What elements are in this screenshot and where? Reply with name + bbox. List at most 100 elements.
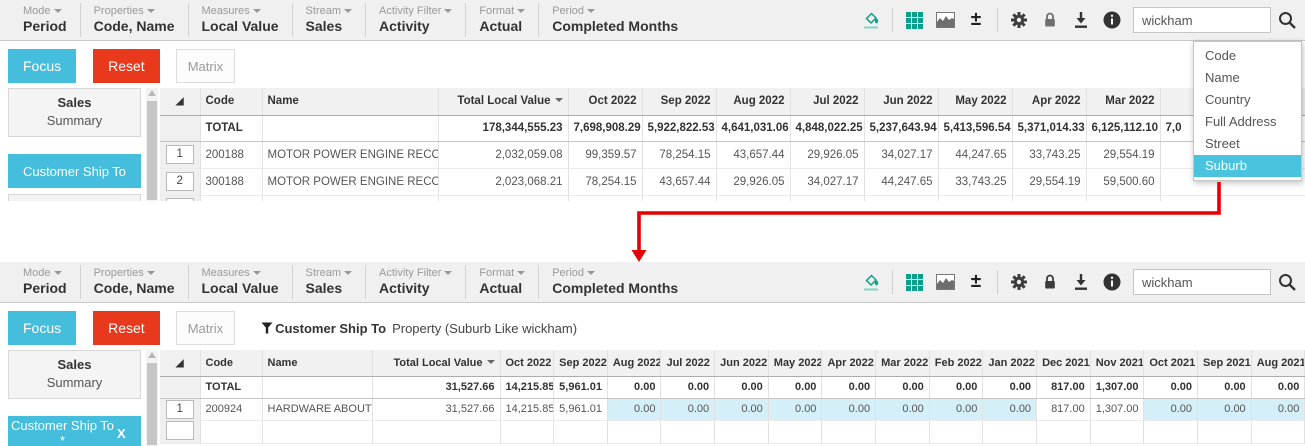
toolbar-menu-measures[interactable]: Measures Local Value (189, 3, 293, 37)
remove-filter-button[interactable]: X (117, 425, 126, 441)
lock-icon[interactable] (1040, 269, 1060, 295)
active-filter-description[interactable]: Customer Ship To Property (Suburb Like w… (261, 321, 577, 336)
column-header-Total Local Value[interactable]: Total Local Value (372, 350, 501, 377)
column-header-Name[interactable]: Name (262, 88, 439, 116)
vertical-scrollbar[interactable] (146, 88, 158, 201)
column-header-Mar 2022[interactable]: Mar 2022 (875, 350, 930, 377)
scroll-up-icon[interactable] (148, 352, 156, 358)
plus-minus-icon[interactable]: ± (970, 9, 982, 30)
dropdown-item-code[interactable]: Code (1205, 48, 1237, 63)
toolbar-menu-period[interactable]: Period Completed Months (539, 265, 691, 299)
row-number-box[interactable]: 2 (165, 172, 194, 191)
gear-icon[interactable] (1009, 7, 1029, 33)
scroll-thumb[interactable] (147, 363, 157, 445)
scroll-thumb[interactable] (147, 101, 157, 200)
sort-all-header[interactable]: ◢ (160, 88, 201, 116)
lock-icon[interactable] (1040, 7, 1060, 33)
download-icon[interactable] (1071, 7, 1091, 33)
gear-icon[interactable] (1009, 269, 1029, 295)
area-chart-icon[interactable] (935, 7, 955, 33)
mode-summary-box[interactable]: Sales Summary (8, 350, 141, 399)
matrix-button[interactable]: Matrix (175, 311, 236, 345)
toolbar-menu-mode[interactable]: Mode Period (10, 3, 81, 37)
code-cell[interactable]: 200924 (200, 398, 263, 421)
column-header-Jul 2022[interactable]: Jul 2022 (790, 88, 865, 116)
search-icon[interactable] (1277, 269, 1297, 295)
toolbar-menu-format[interactable]: Format Actual (466, 265, 540, 299)
toolbar-menu-format[interactable]: Format Actual (466, 3, 540, 37)
search-input[interactable] (1133, 7, 1271, 33)
column-header-Name[interactable]: Name (262, 350, 373, 377)
toolbar-menu-stream[interactable]: Stream Sales (293, 3, 367, 37)
area-chart-icon[interactable] (935, 269, 955, 295)
row-number-cell[interactable]: 1 (160, 141, 201, 169)
dropdown-item-name[interactable]: Name (1205, 70, 1240, 85)
column-header-Sep 2022[interactable]: Sep 2022 (642, 88, 717, 116)
column-header-Apr 2022[interactable]: Apr 2022 (821, 350, 877, 377)
dropdown-item-suburb[interactable]: Suburb (1194, 155, 1301, 177)
info-icon[interactable] (1102, 269, 1122, 295)
column-header-May 2022[interactable]: May 2022 (768, 350, 823, 377)
grid-view-icon[interactable] (904, 7, 924, 33)
dimension-button-customer-ship-to-filtered[interactable]: Customer Ship To * X (8, 416, 141, 446)
code-cell[interactable]: 200188 (200, 141, 263, 169)
column-header-Jul 2022[interactable]: Jul 2022 (660, 350, 716, 377)
code-cell[interactable]: 300188 (200, 168, 263, 196)
column-header-Jun 2022[interactable]: Jun 2022 (714, 350, 769, 377)
column-header-Aug 2022[interactable]: Aug 2022 (716, 88, 791, 116)
toolbar-menu-activity-filter[interactable]: Activity Filter Activity (366, 3, 467, 37)
row-number-box[interactable]: 1 (165, 399, 194, 419)
column-header-Sep 2021[interactable]: Sep 2021 (1197, 350, 1252, 377)
column-header-Oct 2022[interactable]: Oct 2022 (500, 350, 555, 377)
column-header-Jun 2022[interactable]: Jun 2022 (864, 88, 939, 116)
paint-bucket-icon[interactable] (861, 269, 881, 295)
column-header-Oct 2021[interactable]: Oct 2021 (1143, 350, 1199, 377)
column-header-Mar 2022[interactable]: Mar 2022 (1086, 88, 1161, 116)
dropdown-item-street[interactable]: Street (1205, 136, 1240, 151)
toolbar-menu-stream[interactable]: Stream Sales (293, 265, 367, 299)
row-number-cell[interactable]: 2 (160, 168, 201, 196)
reset-button[interactable]: Reset (93, 49, 160, 83)
toolbar-menu-properties[interactable]: Properties Code, Name (81, 3, 189, 37)
column-header-Code[interactable]: Code (200, 350, 263, 377)
toolbar-menu-mode[interactable]: Mode Period (10, 265, 81, 299)
download-icon[interactable] (1071, 269, 1091, 295)
plus-minus-icon[interactable]: ± (970, 271, 982, 292)
toolbar-menu-activity-filter[interactable]: Activity Filter Activity (366, 265, 467, 299)
toolbar-menu-measures[interactable]: Measures Local Value (189, 265, 293, 299)
paint-bucket-icon[interactable] (861, 7, 881, 33)
focus-button[interactable]: Focus (8, 49, 77, 83)
column-header-Dec 2021[interactable]: Dec 2021 (1036, 350, 1091, 377)
column-header-Jan 2022[interactable]: Jan 2022 (982, 350, 1038, 377)
reset-button[interactable]: Reset (93, 311, 160, 345)
row-number-box[interactable]: 1 (165, 145, 194, 164)
column-header-Oct 2022[interactable]: Oct 2022 (568, 88, 643, 116)
column-header-Aug 2021[interactable]: Aug 2021 (1251, 350, 1305, 377)
toolbar-menu-properties[interactable]: Properties Code, Name (81, 265, 189, 299)
toolbar-menu-period[interactable]: Period Completed Months (539, 3, 691, 37)
column-header-Total Local Value[interactable]: Total Local Value (438, 88, 569, 116)
column-header-Apr 2022[interactable]: Apr 2022 (1012, 88, 1087, 116)
column-header-May 2022[interactable]: May 2022 (938, 88, 1013, 116)
column-header-Nov 2021[interactable]: Nov 2021 (1090, 350, 1145, 377)
dropdown-item-full-address[interactable]: Full Address (1205, 114, 1277, 129)
mode-summary-box[interactable]: Sales Summary (8, 88, 141, 137)
dropdown-item-country[interactable]: Country (1205, 92, 1251, 107)
search-input[interactable] (1133, 269, 1271, 295)
grid-view-icon[interactable] (904, 269, 924, 295)
column-header-Feb 2022[interactable]: Feb 2022 (929, 350, 984, 377)
sort-all-header[interactable]: ◢ (160, 350, 201, 377)
dimension-button-customer-ship-to[interactable]: Customer Ship To (8, 154, 141, 188)
dimension-button-partial[interactable] (8, 194, 141, 201)
matrix-button[interactable]: Matrix (175, 49, 236, 83)
focus-button[interactable]: Focus (8, 311, 77, 345)
menu-label: Properties (94, 5, 175, 18)
search-icon[interactable] (1277, 7, 1297, 33)
column-header-Sep 2022[interactable]: Sep 2022 (553, 350, 608, 377)
scroll-up-icon[interactable] (148, 90, 156, 96)
column-header-Aug 2022[interactable]: Aug 2022 (607, 350, 662, 377)
row-number-cell[interactable]: 1 (160, 398, 201, 421)
column-header-Code[interactable]: Code (200, 88, 263, 116)
vertical-scrollbar[interactable] (146, 350, 158, 446)
info-icon[interactable] (1102, 7, 1122, 33)
